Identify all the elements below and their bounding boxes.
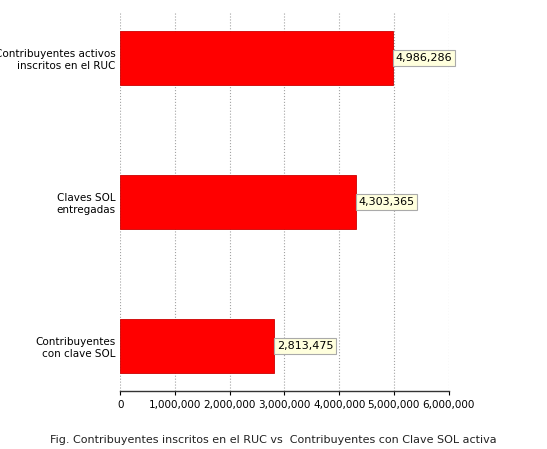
Bar	[120, 175, 356, 229]
Text: 4,986,286: 4,986,286	[396, 53, 452, 63]
Text: 4,303,365: 4,303,365	[358, 197, 415, 207]
Bar	[120, 319, 274, 374]
Text: Fig. Contribuyentes inscritos en el RUC vs  Contribuyentes con Clave SOL activa: Fig. Contribuyentes inscritos en el RUC …	[50, 435, 497, 445]
Text: 2,813,475: 2,813,475	[277, 341, 334, 351]
Bar	[120, 31, 393, 85]
